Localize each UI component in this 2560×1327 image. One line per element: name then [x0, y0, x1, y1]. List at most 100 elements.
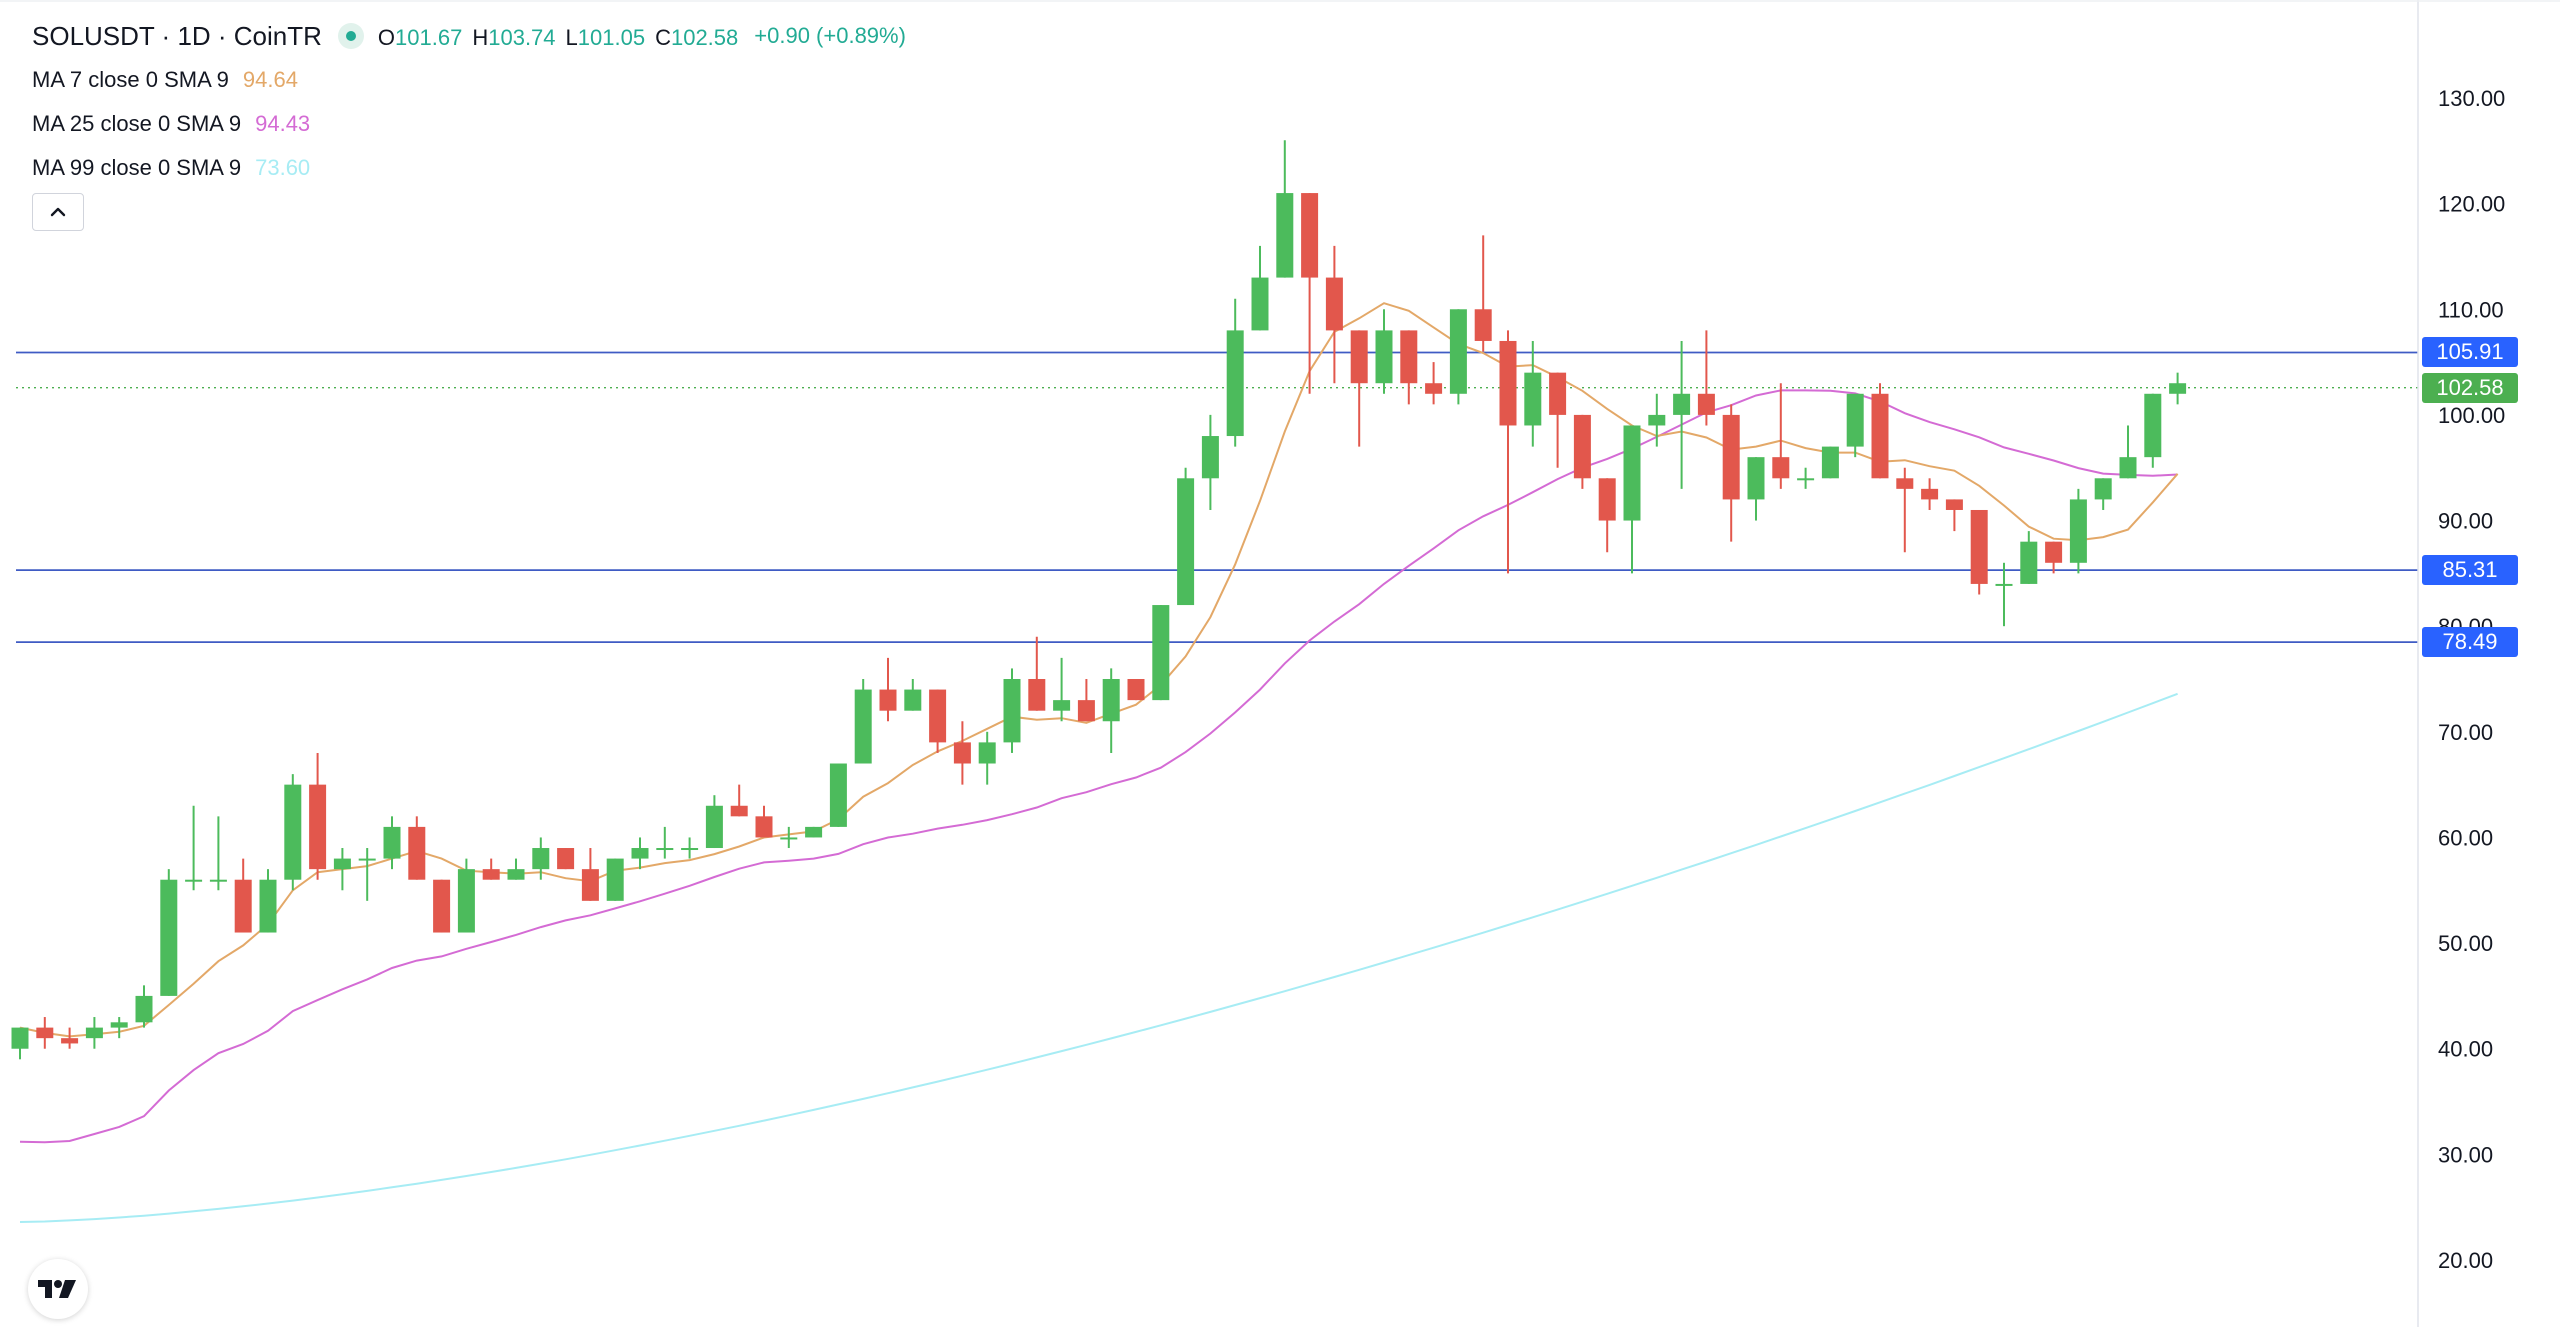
candle[interactable]: [1003, 668, 1021, 753]
candle[interactable]: [1028, 636, 1046, 711]
candle[interactable]: [433, 879, 451, 933]
candle[interactable]: [631, 837, 649, 870]
candle[interactable]: [1697, 330, 1715, 426]
candle[interactable]: [656, 826, 674, 859]
candle[interactable]: [1772, 383, 1790, 489]
symbol-title[interactable]: SOLUSDT · 1D · CoinTR: [32, 20, 322, 51]
candle[interactable]: [1598, 478, 1616, 553]
candle[interactable]: [482, 858, 500, 880]
candle[interactable]: [1077, 679, 1095, 722]
candle[interactable]: [1474, 235, 1492, 352]
candle[interactable]: [383, 816, 401, 870]
candle[interactable]: [2169, 372, 2187, 405]
candle[interactable]: [730, 784, 748, 817]
candle[interactable]: [705, 795, 723, 849]
candle[interactable]: [2119, 425, 2137, 479]
candle[interactable]: [1921, 478, 1939, 510]
candle[interactable]: [36, 1017, 54, 1049]
candle[interactable]: [1177, 467, 1195, 606]
candle[interactable]: [2020, 531, 2038, 584]
candle[interactable]: [780, 826, 798, 849]
candle[interactable]: [1276, 140, 1294, 278]
candle[interactable]: [259, 869, 277, 933]
candle[interactable]: [904, 679, 922, 711]
indicator-row[interactable]: MA 25 close 0 SMA 9 94.43: [32, 102, 906, 146]
candle[interactable]: [532, 837, 550, 880]
candle[interactable]: [507, 858, 525, 880]
candle[interactable]: [1127, 679, 1145, 701]
candle[interactable]: [606, 858, 624, 901]
candle[interactable]: [1821, 446, 1839, 479]
candle[interactable]: [1573, 414, 1591, 489]
candle[interactable]: [1673, 340, 1691, 489]
candle[interactable]: [1201, 414, 1219, 510]
candle[interactable]: [2144, 393, 2162, 468]
candle[interactable]: [1747, 457, 1765, 521]
indicator-row[interactable]: MA 99 close 0 SMA 9 73.60: [32, 146, 906, 190]
candle[interactable]: [1995, 562, 2013, 627]
candle[interactable]: [1400, 330, 1418, 405]
candle[interactable]: [2094, 478, 2112, 510]
candle[interactable]: [1846, 393, 1864, 458]
candle[interactable]: [209, 816, 227, 891]
candle[interactable]: [234, 858, 252, 933]
ma-25-line[interactable]: [19, 389, 2178, 1144]
candle[interactable]: [681, 837, 699, 859]
candle[interactable]: [1375, 309, 1393, 394]
candle[interactable]: [1301, 193, 1319, 394]
candle[interactable]: [1053, 657, 1071, 722]
candle[interactable]: [85, 1017, 103, 1049]
ma-99-line[interactable]: [19, 692, 2178, 1223]
candle[interactable]: [284, 774, 302, 891]
candle[interactable]: [1549, 372, 1567, 468]
candle[interactable]: [61, 1027, 79, 1049]
candle[interactable]: [1102, 668, 1120, 753]
candle[interactable]: [457, 858, 475, 933]
candle[interactable]: [1871, 383, 1889, 479]
price-tag[interactable]: 78.49: [2422, 627, 2518, 658]
candle[interactable]: [557, 848, 575, 870]
candle[interactable]: [1152, 605, 1170, 701]
candle[interactable]: [1797, 467, 1815, 489]
candle[interactable]: [2045, 541, 2063, 574]
candle[interactable]: [309, 752, 327, 880]
candle[interactable]: [1350, 330, 1368, 447]
ma-7-line[interactable]: [19, 302, 2179, 1038]
candle[interactable]: [185, 805, 203, 891]
candle[interactable]: [333, 848, 351, 891]
candle[interactable]: [953, 721, 971, 785]
price-tag[interactable]: 85.31: [2422, 555, 2518, 586]
candle[interactable]: [110, 1017, 128, 1039]
collapse-legend-button[interactable]: [32, 193, 84, 231]
price-tag[interactable]: 102.58: [2422, 372, 2518, 403]
candle[interactable]: [358, 848, 376, 901]
candle[interactable]: [1251, 245, 1269, 331]
candle[interactable]: [160, 869, 178, 996]
candle[interactable]: [1449, 309, 1467, 405]
candle[interactable]: [1325, 245, 1343, 384]
candle[interactable]: [1896, 467, 1914, 553]
candle[interactable]: [11, 1027, 29, 1060]
candle[interactable]: [879, 657, 897, 722]
candle[interactable]: [2069, 488, 2087, 574]
candle[interactable]: [854, 679, 872, 764]
price-tag[interactable]: 105.91: [2422, 337, 2518, 368]
candle[interactable]: [1623, 425, 1641, 574]
candle[interactable]: [978, 731, 996, 785]
candle[interactable]: [1648, 393, 1666, 447]
candle[interactable]: [135, 985, 153, 1028]
candle[interactable]: [805, 826, 823, 838]
candle[interactable]: [1945, 499, 1963, 532]
candle[interactable]: [1499, 330, 1517, 574]
indicator-row[interactable]: MA 7 close 0 SMA 9 94.64: [32, 58, 906, 102]
candle[interactable]: [1226, 298, 1244, 447]
tradingview-logo-icon[interactable]: [28, 1259, 88, 1319]
candle[interactable]: [1524, 340, 1542, 447]
candle[interactable]: [1722, 404, 1740, 542]
candle[interactable]: [929, 689, 947, 753]
candle[interactable]: [1425, 362, 1443, 405]
candle[interactable]: [408, 816, 426, 880]
candle[interactable]: [829, 763, 847, 827]
candle[interactable]: [755, 805, 773, 838]
